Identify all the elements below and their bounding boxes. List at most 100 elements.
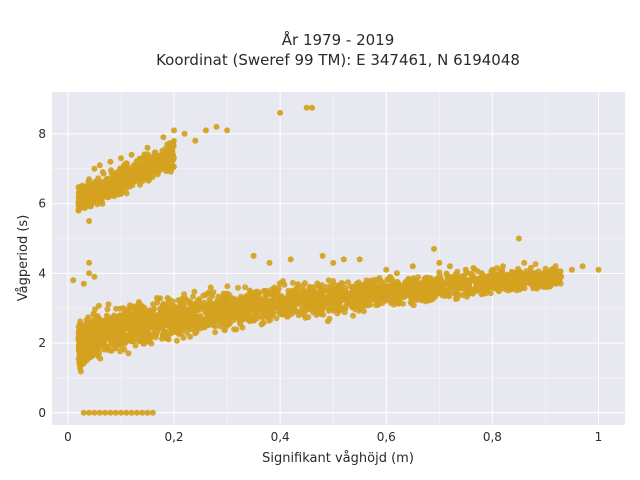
y-tick-label: 8 [38, 127, 46, 141]
data-point [303, 292, 310, 299]
data-point [552, 263, 559, 270]
data-point [384, 276, 391, 283]
data-point [80, 334, 87, 341]
data-point [489, 266, 496, 273]
data-point [310, 305, 317, 312]
data-point [374, 293, 381, 300]
data-point [95, 302, 102, 309]
chart-title-line1: År 1979 - 2019 [282, 30, 395, 49]
data-point [206, 321, 212, 328]
data-point [275, 285, 282, 292]
data-point [80, 280, 87, 287]
data-point [97, 198, 103, 205]
data-point [253, 288, 260, 295]
data-point [212, 329, 219, 336]
data-point [556, 274, 563, 280]
data-point [122, 337, 128, 344]
data-point [132, 342, 139, 349]
data-point [309, 104, 315, 111]
data-point [481, 284, 488, 291]
data-point [395, 279, 401, 286]
data-point [156, 325, 163, 332]
data-point [152, 314, 159, 321]
data-point [192, 305, 199, 312]
data-point [160, 134, 167, 141]
data-point [81, 347, 88, 354]
data-point [158, 317, 165, 324]
data-point [287, 256, 294, 263]
data-point [115, 317, 121, 324]
data-point [415, 274, 421, 281]
data-point [156, 155, 163, 162]
data-point [105, 301, 112, 308]
data-point [348, 283, 355, 290]
data-point [494, 265, 500, 271]
data-point [319, 252, 326, 259]
data-point [128, 409, 135, 416]
data-point [135, 161, 142, 168]
tick-labels: 0 0,2 0,4 0,6 0,8 1 0 2 4 6 8 [38, 127, 602, 444]
data-point [122, 172, 129, 178]
data-point [98, 188, 105, 195]
data-point [320, 311, 327, 318]
data-point [118, 155, 124, 162]
data-point [240, 295, 247, 302]
data-point [181, 302, 188, 308]
data-point [337, 297, 344, 304]
data-point [542, 280, 549, 287]
data-point [123, 190, 130, 197]
data-point [428, 294, 435, 301]
data-point [147, 155, 154, 162]
data-point [91, 273, 98, 280]
data-point [303, 104, 310, 111]
data-point [192, 137, 199, 144]
data-point [175, 317, 182, 324]
x-tick-label: 0,6 [377, 430, 396, 444]
data-point [165, 322, 171, 329]
data-point [265, 311, 272, 318]
data-point [502, 285, 509, 292]
data-point [125, 350, 132, 357]
data-point [306, 300, 313, 307]
data-point [373, 302, 380, 309]
data-point [224, 290, 231, 297]
data-point [260, 300, 266, 307]
data-point [90, 310, 97, 317]
data-point [285, 287, 292, 294]
data-point [325, 307, 332, 314]
data-point [117, 348, 124, 355]
data-point [162, 154, 169, 161]
data-point [318, 298, 325, 305]
x-tick-label: 0,8 [483, 430, 502, 444]
data-point [409, 294, 416, 301]
data-point [330, 307, 337, 314]
data-point [133, 409, 140, 416]
data-point [171, 303, 177, 310]
data-point [522, 275, 529, 281]
data-point [407, 299, 414, 306]
data-point [159, 161, 166, 168]
data-point [80, 409, 87, 416]
data-point [208, 310, 215, 317]
data-point [179, 323, 185, 330]
data-point [313, 310, 320, 317]
data-point [157, 307, 164, 314]
data-point [118, 409, 124, 416]
data-point [75, 207, 82, 214]
data-point [130, 303, 137, 310]
data-point [421, 276, 428, 282]
data-point [77, 318, 84, 325]
data-point [230, 317, 237, 324]
data-point [154, 295, 160, 301]
data-point [480, 289, 487, 295]
data-point [289, 301, 296, 308]
data-point [77, 328, 83, 335]
data-point [515, 284, 522, 291]
data-point [251, 313, 258, 320]
data-point [202, 127, 209, 134]
data-point [396, 295, 403, 302]
data-point [80, 203, 86, 210]
data-point [399, 300, 406, 307]
data-point [82, 342, 89, 349]
data-point [250, 252, 257, 259]
